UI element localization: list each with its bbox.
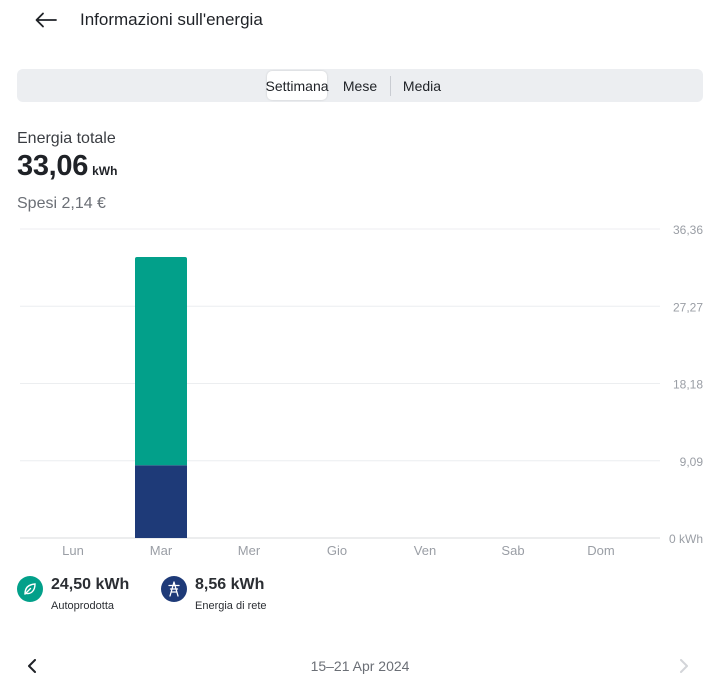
legend-value: 8,56 kWh bbox=[195, 576, 265, 593]
total-energy-unit: kWh bbox=[92, 164, 118, 178]
spent-amount: Spesi 2,14 € bbox=[17, 195, 106, 212]
chevron-right-icon bbox=[680, 659, 688, 673]
period-segmented-control: Settimana Mese Media bbox=[17, 69, 703, 102]
total-energy-label: Energia totale bbox=[17, 130, 116, 147]
x-tick-label: Sab bbox=[501, 543, 524, 558]
x-tick-label: Lun bbox=[62, 543, 84, 558]
energy-bar-chart: 0 kWh 9,09 18,18 27,27 36,36 Lun Mar Mer Gio Ven S… bbox=[20, 223, 704, 558]
x-tick-label: Dom bbox=[587, 543, 614, 558]
y-tick-label: 9,09 bbox=[680, 455, 704, 469]
x-tick-label: Mar bbox=[150, 543, 173, 558]
tab-media[interactable]: Media bbox=[402, 77, 442, 94]
legend-value: 24,50 kWh bbox=[51, 576, 130, 593]
back-button[interactable] bbox=[30, 6, 62, 34]
previous-period-button[interactable] bbox=[20, 652, 44, 680]
leaf-icon bbox=[17, 576, 43, 602]
y-tick-label: 18,18 bbox=[673, 378, 703, 392]
bar-autoprodotta bbox=[135, 257, 187, 466]
x-tick-label: Ven bbox=[414, 543, 436, 558]
arrow-left-icon bbox=[35, 12, 57, 28]
chevron-left-icon bbox=[28, 659, 36, 673]
segment-divider bbox=[390, 76, 391, 96]
legend-autoprodotta: 24,50 kWh Autoprodotta bbox=[17, 572, 129, 612]
tab-settimana[interactable]: Settimana bbox=[265, 71, 329, 100]
y-tick-label: 36,36 bbox=[673, 223, 703, 237]
total-energy: 33,06 kWh bbox=[17, 150, 117, 183]
x-tick-label: Gio bbox=[327, 543, 347, 558]
y-tick-label: 27,27 bbox=[673, 300, 703, 314]
power-pylon-icon bbox=[161, 576, 187, 602]
app-header: Informazioni sull'energia bbox=[0, 0, 720, 40]
legend-label: Autoprodotta bbox=[51, 600, 114, 612]
page-title: Informazioni sull'energia bbox=[80, 10, 263, 29]
date-range-label: 15–21 Apr 2024 bbox=[310, 658, 410, 674]
x-tick-label: Mer bbox=[238, 543, 261, 558]
date-navigator: 15–21 Apr 2024 bbox=[0, 648, 720, 684]
bar-energia-di-rete bbox=[135, 465, 187, 538]
legend-label: Energia di rete bbox=[195, 600, 267, 612]
next-period-button bbox=[672, 652, 696, 680]
y-tick-label: 0 kWh bbox=[669, 532, 703, 546]
tab-mese[interactable]: Mese bbox=[342, 77, 378, 94]
total-energy-value: 33,06 bbox=[17, 150, 89, 182]
legend-energia-di-rete: 8,56 kWh Energia di rete bbox=[161, 572, 267, 612]
